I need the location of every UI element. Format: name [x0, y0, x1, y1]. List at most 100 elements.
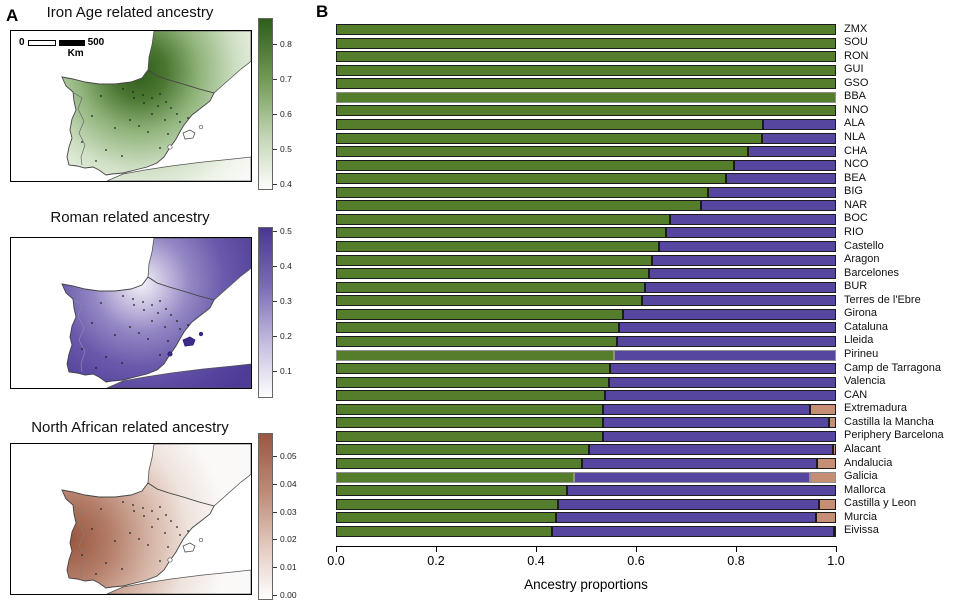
map1-title: Iron Age related ancestry — [46, 4, 214, 21]
bar-segment-iron-age — [336, 512, 556, 524]
panel-b-label: B — [316, 2, 329, 21]
colorbar-tick-label: 0.8 — [280, 39, 292, 50]
map3-title: North African related ancestry — [31, 419, 229, 436]
bar-segment-iron-age — [336, 64, 836, 76]
bar-label: Eivissa — [844, 524, 879, 537]
colorbar-tick-label: 0.03 — [280, 506, 297, 517]
bar-segment-roman — [552, 525, 834, 537]
bar-row — [336, 254, 836, 266]
bar-segment-roman — [619, 322, 836, 334]
colorbar-tick-label: 0.05 — [280, 451, 297, 462]
bar-segment-roman — [589, 444, 833, 456]
bar-segment-iron-age — [336, 444, 589, 456]
bar-segment-iron-age — [336, 254, 652, 266]
bar-row — [336, 322, 836, 334]
bar-segment-iron-age — [336, 200, 701, 212]
mallorca-island — [182, 336, 196, 347]
bar-row — [336, 485, 836, 497]
colorbar-tick-label: 0.1 — [280, 366, 292, 377]
bar-label: BIG — [844, 185, 863, 198]
bar-row — [336, 444, 836, 456]
bar-segment-north-african — [816, 512, 836, 524]
bar-label: NLA — [844, 131, 866, 143]
colorbar-north-african — [258, 433, 273, 600]
bar-segment-iron-age — [336, 430, 603, 442]
bar-segment-north-african — [832, 444, 836, 456]
bar-segment-iron-age — [336, 403, 603, 415]
bar-segment-north-african — [809, 471, 836, 483]
bar-label: Camp de Tarragona — [844, 361, 942, 374]
bar-segment-iron-age — [336, 227, 666, 239]
bar-label: Cataluna — [844, 320, 889, 333]
bar-label: ALA — [844, 117, 865, 130]
bar-row — [336, 349, 836, 361]
bar-segment-roman — [567, 485, 836, 497]
bar-segment-iron-age — [336, 105, 836, 117]
bar-segment-roman — [574, 471, 810, 483]
x-tick — [835, 546, 837, 552]
menorca-island — [198, 537, 204, 543]
bar-segment-iron-age — [336, 390, 605, 402]
eivissa-island — [167, 351, 173, 357]
bar-segment-iron-age — [336, 281, 645, 293]
map3-svg — [61, 444, 251, 594]
colorbar-tick — [273, 114, 277, 116]
bar-label: Terres de l'Ebre — [844, 293, 921, 306]
x-tick — [735, 546, 737, 552]
x-tick — [535, 546, 537, 552]
bar-segment-iron-age — [336, 322, 619, 334]
bar-label: SOU — [844, 36, 868, 49]
colorbar-tick-label: 0.00 — [280, 589, 297, 600]
bar-row — [336, 227, 836, 239]
map1-svg — [61, 31, 251, 181]
bar-label: CHA — [844, 144, 868, 157]
colorbar-roman — [258, 227, 273, 398]
bar-segment-iron-age — [336, 241, 659, 252]
bar-row — [336, 281, 836, 293]
colorbar-tick — [273, 456, 277, 458]
bar-segment-iron-age — [336, 91, 836, 103]
bar-label: Alacant — [844, 442, 881, 455]
panel-a-label: A — [6, 6, 19, 25]
bar-label-column: ZMX SOU RON GUI GSO BBA NNO ALA NLA CHA NCO BEA BIG N… — [844, 23, 960, 538]
colorbar-tick — [273, 79, 277, 81]
bar-row — [336, 458, 836, 469]
x-tick-label: 0.2 — [427, 554, 445, 568]
bar-label: BOC — [844, 212, 868, 225]
bar-label: Mallorca — [844, 483, 886, 496]
map2-roman — [10, 237, 252, 389]
mallorca-island — [182, 542, 196, 553]
bar-row — [336, 403, 836, 415]
bar-label: BEA — [844, 171, 867, 184]
bar-label: Periphery Barcelona — [844, 429, 944, 442]
colorbar-tick-label: 0.5 — [280, 144, 292, 155]
colorbar-tick — [273, 511, 277, 513]
bar-row — [336, 213, 836, 225]
menorca-island — [198, 124, 204, 130]
bar-segment-iron-age — [336, 213, 670, 225]
stacked-bar-chart — [336, 24, 836, 539]
bar-segment-iron-age — [336, 159, 734, 171]
bar-segment-iron-age — [336, 458, 582, 469]
bar-row — [336, 51, 836, 63]
colorbar-tick — [273, 184, 277, 186]
bar-segment-roman — [609, 376, 836, 388]
bar-segment-roman — [642, 295, 836, 307]
bar-segment-north-african — [819, 498, 836, 510]
colorbar-tick — [273, 484, 277, 486]
bar-label: Castilla la Mancha — [844, 415, 934, 428]
bar-label: GSO — [844, 76, 869, 89]
bar-segment-iron-age — [336, 485, 567, 497]
bar-row — [336, 376, 836, 388]
bar-segment-iron-age — [336, 51, 836, 63]
bar-segment-north-african — [828, 417, 836, 429]
bar-segment-roman — [605, 390, 836, 402]
bar-label: Pirineu — [844, 348, 879, 360]
bar-row — [336, 200, 836, 212]
colorbar-tick — [273, 567, 277, 569]
bar-row — [336, 498, 836, 510]
bar-segment-iron-age — [336, 146, 748, 158]
bar-row — [336, 430, 836, 442]
colorbar-tick — [273, 539, 277, 541]
bar-row — [336, 417, 836, 429]
